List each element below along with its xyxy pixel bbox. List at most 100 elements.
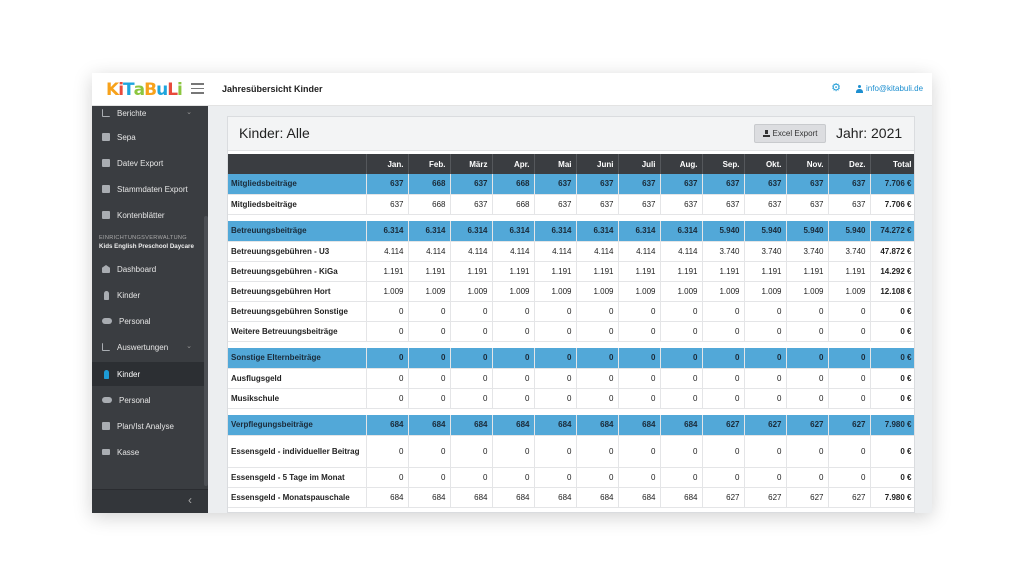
sidebar-item-auswertungen[interactable]: Auswertungen ⌄ [92,335,204,359]
sidebar-item-kasse[interactable]: Kasse [92,440,204,464]
month-cell: 0 [618,435,661,468]
sidebar-item-stammdaten-export[interactable]: Stammdaten Export [92,177,204,201]
month-cell: 637 [618,174,661,195]
row-label: Mitgliedsbeiträge [228,194,367,215]
month-cell: 0 [744,301,787,322]
spacer-cell [228,341,914,348]
table-group-row: Mitgliedsbeiträge 637 668 637 668 637 637 637 63… [228,174,914,195]
month-cell: 0 [702,348,745,369]
month-cell: 0 [744,321,787,342]
month-cell: 6.314 [618,221,661,242]
month-cell: 637 [534,174,577,195]
document-icon [102,422,110,430]
month-cell: 4.114 [492,241,535,262]
sidebar-item-label: Kinder [117,369,141,379]
excel-export-label: Excel Export [772,129,818,138]
table-spacer [228,214,914,221]
table-row: Essensgeld - Monatspauschale 684 684 684 684… [228,487,914,508]
menu-icon[interactable] [191,83,204,94]
sidebar-item-personal[interactable]: Personal [92,309,204,333]
month-cell: 0 [534,368,577,389]
sidebar-item-auswertung-kinder[interactable]: Kinder [92,362,204,386]
month-cell: 0 [492,435,535,468]
month-cell: 5.940 [828,221,871,242]
month-cell: 0 [366,368,409,389]
month-cell: 0 [786,368,829,389]
month-cell: 627 [744,487,787,508]
table-row: Betreuungsgebühren - U3 4.114 4.114 4.114 4.… [228,241,914,262]
month-cell: 684 [534,415,577,436]
month-cell: 0 [450,467,493,488]
month-cell: 684 [618,487,661,508]
month-cell: 637 [366,194,409,215]
month-cell: 0 [828,467,871,488]
column-header: Jan. [366,154,409,174]
month-cell: 0 [450,301,493,322]
month-cell: 3.740 [786,241,829,262]
sidebar-item-label: Datev Export [117,158,164,168]
month-cell: 0 [744,348,787,369]
sidebar-item-kinder[interactable]: Kinder [92,283,204,307]
month-cell: 637 [828,194,871,215]
total-cell: 7.706 € [870,174,914,195]
row-label: Sonstige Elternbeiträge [228,348,367,369]
column-header: März [450,154,493,174]
month-cell: 4.114 [660,241,703,262]
month-cell: 5.940 [744,221,787,242]
table-row: Betreuungsgebühren Sonstige 0 0 0 0 0 0 0 0 0 0 0 0 0… [228,301,914,322]
month-cell: 1.009 [828,281,871,302]
month-cell: 0 [408,301,451,322]
month-cell: 0 [450,435,493,468]
month-cell: 684 [618,415,661,436]
month-cell: 684 [492,487,535,508]
month-cell: 668 [492,174,535,195]
month-cell: 0 [576,388,619,409]
month-cell: 0 [576,435,619,468]
month-cell: 684 [576,487,619,508]
month-cell: 1.009 [408,281,451,302]
sidebar-item-label: Kasse [117,447,140,457]
excel-export-button[interactable]: Excel Export [754,124,826,143]
row-label: Betreuungsgebühren Sonstige [228,301,367,322]
month-cell: 637 [660,194,703,215]
sidebar-item-kontenblaetter[interactable]: Kontenblätter [92,203,204,227]
month-cell: 627 [744,415,787,436]
user-menu[interactable]: info@kitabuli.de [856,84,923,93]
month-cell: 637 [534,194,577,215]
year-label[interactable]: Jahr: 2021 [836,125,903,141]
gear-icon[interactable]: ⚙ [831,82,841,94]
month-cell: 684 [366,487,409,508]
sidebar-item-datev-export[interactable]: Datev Export [92,151,204,175]
collapse-sidebar-icon[interactable]: ‹ [188,493,192,507]
month-cell: 5.940 [702,221,745,242]
month-cell: 0 [492,368,535,389]
table-header: Jan. Feb. März Apr. Mai Juni Juli Aug. Sep. Okt. N… [228,154,914,174]
month-cell: 1.191 [744,261,787,282]
sidebar-item-label: Berichte [117,108,147,118]
month-cell: 637 [828,174,871,195]
month-cell: 4.114 [618,241,661,262]
month-cell: 0 [786,348,829,369]
sidebar-item-auswertung-personal[interactable]: Personal [92,388,204,412]
month-cell: 0 [576,321,619,342]
row-label: Weitere Betreuungsbeiträge [228,321,367,342]
sidebar-item-plan-ist-analyse[interactable]: Plan/Ist Analyse [92,414,204,438]
row-label: Betreuungsgebühren Hort [228,281,367,302]
sidebar-scrollbar[interactable] [204,216,208,486]
month-cell: 0 [828,435,871,468]
document-icon [102,133,110,141]
total-cell: 0 € [870,368,914,389]
table-row: Musikschule 0 0 0 0 0 0 0 0 0 0 0 0 0 € [228,388,914,409]
month-cell: 1.191 [786,261,829,282]
column-header: Mai [534,154,577,174]
month-cell: 684 [450,415,493,436]
table-group-row: Sonstige Elternbeiträge 0 0 0 0 0 0 0 0 0 0 0 0 0 € [228,348,914,369]
sidebar-item-sepa[interactable]: Sepa [92,125,204,149]
chevron-down-icon: ⌄ [186,343,192,350]
sidebar-item-berichte[interactable]: Berichte ⌄ [92,101,204,125]
sidebar-item-dashboard[interactable]: Dashboard [92,257,204,281]
total-cell: 14.292 € [870,261,914,282]
child-icon [104,290,109,300]
month-cell: 637 [660,174,703,195]
